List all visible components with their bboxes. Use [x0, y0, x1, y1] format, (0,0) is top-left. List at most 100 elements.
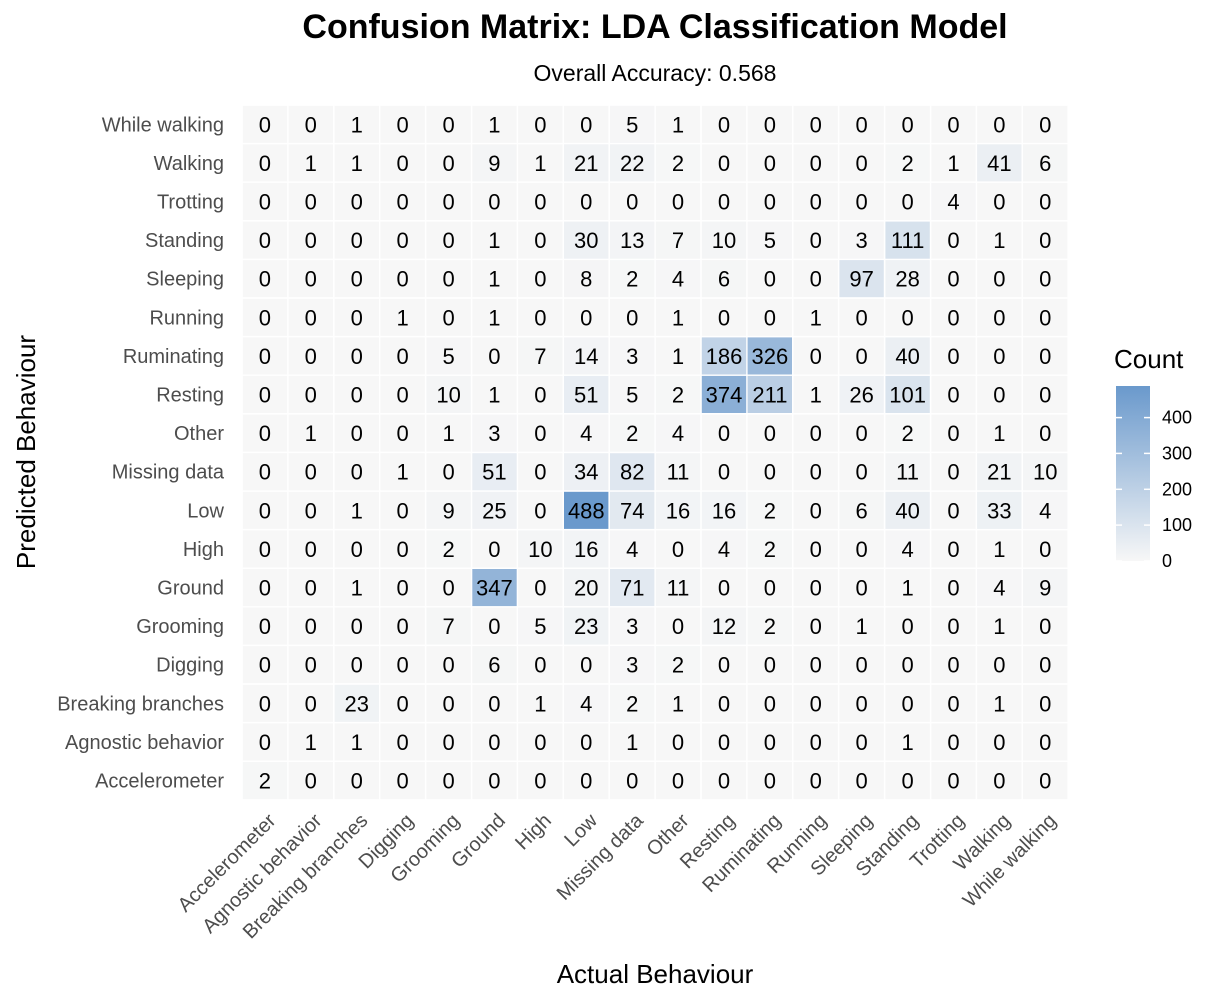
- cell-value-label: 1: [993, 691, 1005, 716]
- heatmap-cell: [655, 684, 701, 722]
- cell-value-label: 0: [442, 653, 454, 678]
- heatmap-cell: [977, 182, 1022, 220]
- cell-value-label: 0: [947, 691, 959, 716]
- cell-value-label: 1: [488, 305, 500, 330]
- cell-value-label: 0: [810, 769, 822, 794]
- cell-value-label: 1: [947, 151, 959, 176]
- cell-value-label: 0: [901, 190, 913, 215]
- y-tick-label: Sleeping: [146, 269, 224, 291]
- heatmap-cell: [701, 684, 747, 722]
- heatmap-cell: [242, 723, 288, 761]
- cell-value-label: 1: [488, 112, 500, 137]
- heatmap-cell: [1023, 723, 1068, 761]
- y-tick-label: While walking: [102, 114, 224, 136]
- cell-value-label: 2: [626, 421, 638, 446]
- heatmap-cell: [931, 414, 976, 452]
- heatmap-cell: [518, 414, 563, 452]
- cell-value-label: 22: [620, 151, 644, 176]
- heatmap-cell: [747, 684, 792, 722]
- heatmap-cell: [977, 337, 1022, 375]
- heatmap-cell: [518, 453, 563, 491]
- cell-value-label: 0: [259, 691, 271, 716]
- heatmap-cell: [564, 723, 609, 761]
- heatmap-cell: [472, 375, 517, 413]
- cell-value-label: 1: [488, 228, 500, 253]
- heatmap-cell: [747, 762, 792, 800]
- cell-value-label: 0: [901, 653, 913, 678]
- heatmap-cell: [518, 607, 563, 645]
- cell-value-label: 0: [993, 190, 1005, 215]
- cell-value-label: 0: [534, 383, 546, 408]
- cell-value-label: 0: [488, 691, 500, 716]
- cell-value-label: 0: [672, 190, 684, 215]
- legend-title: Count: [1114, 344, 1184, 374]
- cell-value-label: 5: [534, 614, 546, 639]
- heatmap-cell: [564, 569, 609, 607]
- heatmap-cell: [701, 337, 747, 375]
- heatmap-cell: [885, 684, 930, 722]
- legend-tick-label: 300: [1162, 443, 1192, 463]
- cell-value-label: 0: [1039, 305, 1051, 330]
- cell-value-label: 9: [442, 498, 454, 523]
- cell-value-label: 0: [855, 190, 867, 215]
- cell-value-label: 8: [580, 267, 592, 292]
- heatmap-cell: [564, 646, 609, 684]
- y-tick-label: Walking: [154, 153, 224, 175]
- cell-value-label: 0: [1039, 653, 1051, 678]
- cell-value-label: 0: [1039, 769, 1051, 794]
- heatmap-cell: [288, 144, 333, 182]
- heatmap-cell: [242, 569, 288, 607]
- cell-value-label: 0: [259, 228, 271, 253]
- cell-value-label: 0: [305, 576, 317, 601]
- heatmap-cell: [793, 375, 838, 413]
- cell-value-label: 374: [706, 383, 743, 408]
- heatmap-cell: [885, 569, 930, 607]
- cell-value-label: 0: [1039, 537, 1051, 562]
- heatmap-cell: [977, 144, 1022, 182]
- cell-value-label: 347: [476, 576, 513, 601]
- heatmap-cell: [839, 260, 884, 298]
- heatmap-cell: [655, 182, 701, 220]
- heatmap-cell: [518, 723, 563, 761]
- cell-value-label: 1: [396, 460, 408, 485]
- cell-value-label: 0: [396, 498, 408, 523]
- heatmap-cell: [885, 298, 930, 336]
- heatmap-cell: [380, 491, 425, 529]
- heatmap-cell: [564, 375, 609, 413]
- cell-value-label: 0: [580, 112, 592, 137]
- heatmap-cell: [380, 221, 425, 259]
- heatmap-cell: [334, 607, 379, 645]
- heatmap-cell: [1023, 182, 1068, 220]
- heatmap-cell: [288, 646, 333, 684]
- cell-value-label: 4: [580, 691, 592, 716]
- cell-value-label: 20: [574, 576, 598, 601]
- cell-value-label: 13: [620, 228, 644, 253]
- heatmap-cell: [518, 762, 563, 800]
- cell-value-label: 0: [534, 769, 546, 794]
- heatmap-cell: [518, 530, 563, 568]
- cell-value-label: 0: [396, 267, 408, 292]
- heatmap-cell: [655, 144, 701, 182]
- heatmap-cell: [288, 723, 333, 761]
- cell-value-label: 1: [396, 305, 408, 330]
- cell-value-label: 0: [305, 344, 317, 369]
- cell-value-label: 7: [442, 614, 454, 639]
- heatmap-cell: [701, 646, 747, 684]
- cell-value-label: 0: [351, 383, 363, 408]
- heatmap-cell: [931, 298, 976, 336]
- heatmap-cell: [334, 569, 379, 607]
- cell-value-label: 0: [1039, 112, 1051, 137]
- cell-value-label: 25: [482, 498, 506, 523]
- heatmap-cell: [472, 414, 517, 452]
- heatmap-cell: [931, 762, 976, 800]
- cell-value-label: 0: [718, 653, 730, 678]
- heatmap-cell: [610, 762, 655, 800]
- heatmap-cell: [885, 646, 930, 684]
- heatmap-cell: [472, 607, 517, 645]
- heatmap-cell: [655, 375, 701, 413]
- heatmap-cell: [334, 453, 379, 491]
- y-tick-label: Running: [149, 307, 224, 329]
- cell-value-label: 0: [626, 190, 638, 215]
- cell-value-label: 40: [895, 344, 919, 369]
